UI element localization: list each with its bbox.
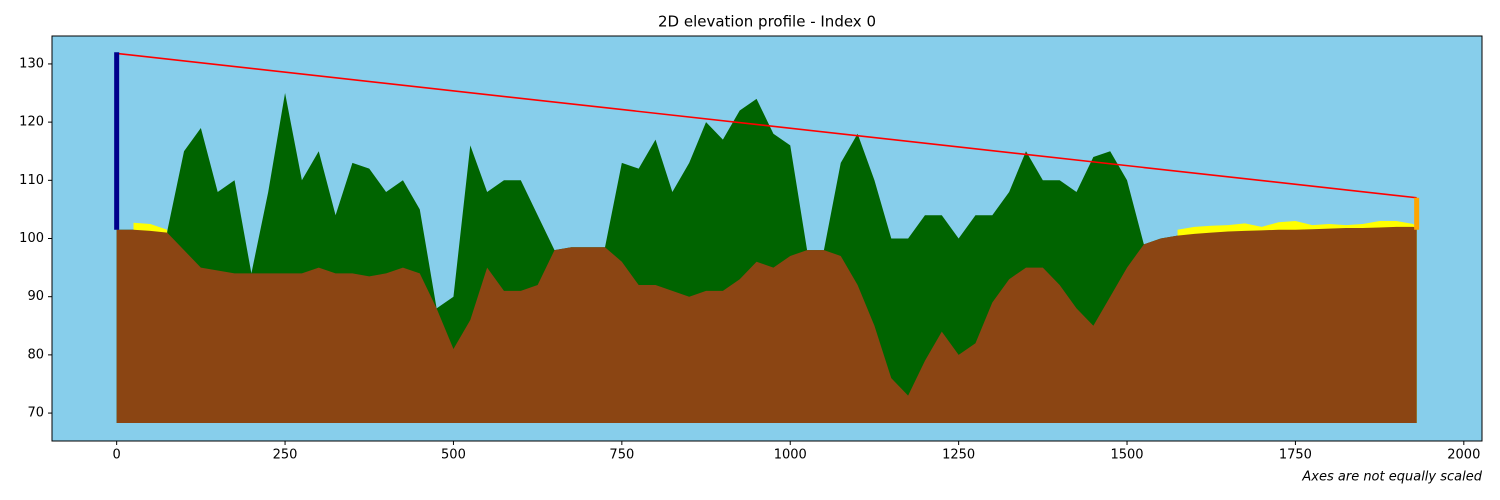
chart-title: 2D elevation profile - Index 0: [658, 13, 876, 31]
y-tick-label: 110: [19, 173, 44, 188]
y-tick-label: 90: [27, 289, 44, 304]
terrain-area: [116, 226, 1417, 423]
y-tick-label: 70: [27, 406, 44, 421]
x-tick-label: 250: [273, 448, 298, 463]
sightline: [116, 52, 1417, 199]
x-tick-label: 0: [113, 448, 121, 463]
x-tick-label: 1000: [774, 448, 807, 463]
y-tick-label: 120: [19, 115, 44, 130]
y-tick-label: 100: [19, 231, 44, 246]
x-tick-label: 1500: [1110, 448, 1143, 463]
x-tick-label: 1750: [1279, 448, 1312, 463]
x-tick-label: 500: [441, 448, 466, 463]
x-tick-label: 2000: [1447, 448, 1480, 463]
y-tick-label: 130: [19, 56, 44, 71]
y-tick-label: 80: [27, 347, 44, 362]
x-tick-label: 750: [609, 448, 634, 463]
x-tick-label: 1250: [942, 448, 975, 463]
axes-note: Axes are not equally scaled: [1301, 470, 1482, 485]
